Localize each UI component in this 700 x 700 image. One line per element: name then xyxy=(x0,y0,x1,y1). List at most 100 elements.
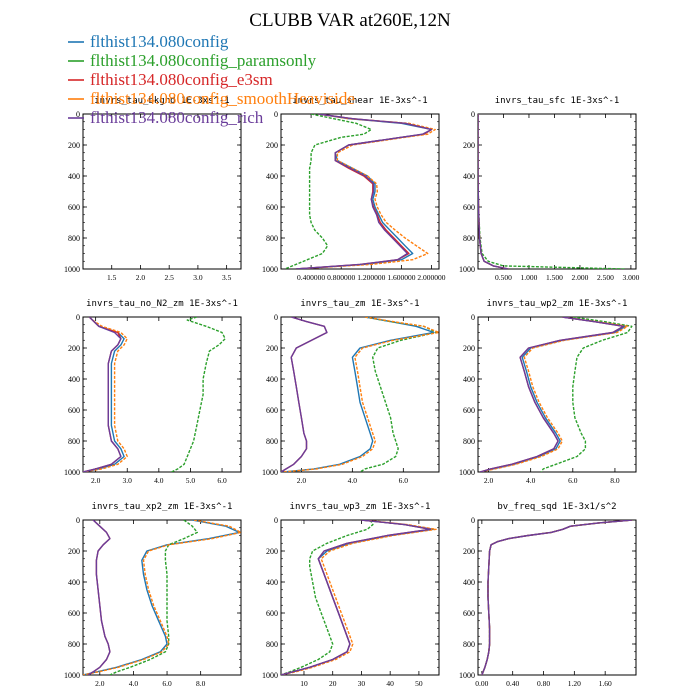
subplot-9: bv_freq_sqd 1E-3x1/s^2020040060080010000… xyxy=(459,502,637,688)
subplot-5: invrs_tau_zm 1E-3xs^-1 0 200 400 600 800 1000 2… xyxy=(262,299,440,485)
y-tick-label: 800 xyxy=(68,640,80,649)
y-tick-label: 1000 xyxy=(262,265,278,274)
y-tick-label: 800 xyxy=(266,640,278,649)
y-tick-label: 400 xyxy=(463,578,475,587)
y-tick-label: 800 xyxy=(68,437,80,446)
x-tick-label: 1.60 xyxy=(599,679,612,688)
subplot-title: invrs_tau_sfc 1E-3xs^-1 xyxy=(495,96,620,106)
plot-frame xyxy=(477,113,637,270)
series-line-5 xyxy=(478,114,509,269)
subplot-2: invrs_tau_shear 1E-3xs^-1 0 200 400 600 800 10… xyxy=(262,96,446,282)
y-tick-label: 600 xyxy=(463,406,475,415)
x-tick-label: 2.0 xyxy=(91,476,101,485)
series-line-5 xyxy=(295,114,433,269)
subplot-title: invrs_tau_xp2_zm 1E-3xs^-1 xyxy=(92,502,233,512)
y-tick-label: 600 xyxy=(266,203,278,212)
series-group xyxy=(83,317,226,472)
y-tick-label: 800 xyxy=(463,234,475,243)
x-tick-label: 30 xyxy=(358,679,366,688)
series-line-3 xyxy=(478,114,509,269)
series-line-2 xyxy=(478,114,626,269)
plot-frame xyxy=(82,316,242,473)
series-line-2 xyxy=(284,114,372,269)
subplot-3: invrs_tau_sfc 1E-3xs^-1 0 200 400 600 800 1000… xyxy=(459,96,640,282)
y-tick-label: 200 xyxy=(463,344,475,353)
x-tick-label: 2.000 xyxy=(571,273,588,282)
y-tick-label: 0 xyxy=(76,110,80,119)
x-tick-label: 1.200000 xyxy=(357,273,385,282)
x-tick-label: 20 xyxy=(329,679,337,688)
plot-frame xyxy=(477,519,637,676)
y-tick-label: 0 xyxy=(471,313,475,322)
series-group xyxy=(284,114,436,269)
y-tick-label: 1000 xyxy=(459,265,475,274)
x-tick-label: 2.000000 xyxy=(417,273,445,282)
x-tick-label: 4.0 xyxy=(154,476,164,485)
y-tick-label: 200 xyxy=(266,547,278,556)
x-tick-label: 3.5 xyxy=(222,273,232,282)
series-line-5 xyxy=(479,317,625,472)
y-tick-label: 200 xyxy=(68,547,80,556)
plot-frame xyxy=(280,519,440,676)
plot-frame xyxy=(477,316,637,473)
x-tick-label: 2.0 xyxy=(136,273,146,282)
series-group xyxy=(83,520,241,675)
y-tick-label: 400 xyxy=(266,578,278,587)
series-line-3 xyxy=(479,317,625,472)
x-tick-label: 2.5 xyxy=(164,273,174,282)
series-group xyxy=(281,520,437,675)
subplot-1: invrs_tau_bkgnd 1E-3xs^-1 0 200 400 600 800 10… xyxy=(64,96,242,282)
y-tick-label: 0 xyxy=(274,516,278,525)
y-tick-label: 200 xyxy=(463,141,475,150)
series-group xyxy=(478,114,626,269)
y-tick-label: 200 xyxy=(266,344,278,353)
series-line-1 xyxy=(283,317,435,472)
x-tick-label: 0.80 xyxy=(537,679,550,688)
x-tick-label: 5.0 xyxy=(186,476,196,485)
x-tick-label: 4.0 xyxy=(129,679,139,688)
y-tick-label: 0 xyxy=(471,516,475,525)
y-tick-label: 0 xyxy=(274,110,278,119)
series-line-2 xyxy=(109,520,199,675)
series-line-4 xyxy=(283,317,439,472)
series-line-2 xyxy=(540,317,633,472)
y-tick-label: 800 xyxy=(463,437,475,446)
legend-label: flthist134.080config xyxy=(90,32,229,51)
series-line-1 xyxy=(281,520,434,675)
x-tick-label: 3.000 xyxy=(622,273,639,282)
subplot-8: invrs_tau_wp3_zm 1E-3xs^-1 0 200 400 600 800 1… xyxy=(262,502,440,688)
x-tick-label: 1.20 xyxy=(568,679,581,688)
x-tick-label: 10 xyxy=(300,679,308,688)
y-tick-label: 400 xyxy=(463,375,475,384)
x-tick-label: 40 xyxy=(386,679,394,688)
series-line-5 xyxy=(481,520,633,675)
series-line-5 xyxy=(83,317,122,472)
y-tick-label: 400 xyxy=(68,375,80,384)
y-tick-label: 800 xyxy=(266,437,278,446)
series-line-2 xyxy=(171,317,226,472)
y-tick-label: 0 xyxy=(274,313,278,322)
series-line-4 xyxy=(281,520,437,675)
subplot-4: invrs_tau_no_N2_zm 1E-3xs^-1 0 200 400 600 80… xyxy=(64,299,242,485)
x-tick-label: 6.0 xyxy=(568,476,578,485)
subplot-title: invrs_tau_zm 1E-3xs^-1 xyxy=(300,299,419,309)
y-tick-label: 200 xyxy=(68,141,80,150)
x-tick-label: 0.800000 xyxy=(327,273,355,282)
y-tick-label: 800 xyxy=(266,234,278,243)
panels-layer: invrs_tau_bkgnd 1E-3xs^-1020040060080010… xyxy=(64,96,640,688)
subplot-title: invrs_tau_no_N2_zm 1E-3xs^-1 xyxy=(86,299,238,309)
x-tick-label: 0.500 xyxy=(495,273,512,282)
y-tick-label: 1000 xyxy=(64,468,80,477)
series-line-3 xyxy=(295,114,433,269)
legend-label: flthist134.080config_e3sm xyxy=(90,70,273,89)
y-tick-label: 800 xyxy=(68,234,80,243)
legend-label: flthist134.080config_smoothHeaviside xyxy=(90,89,355,108)
y-tick-label: 400 xyxy=(463,172,475,181)
x-tick-label: 0.400000 xyxy=(297,273,325,282)
y-tick-label: 600 xyxy=(68,203,80,212)
plot-frame xyxy=(280,316,440,473)
x-tick-label: 1.500 xyxy=(546,273,563,282)
series-line-5 xyxy=(281,520,432,675)
subplot-title: invrs_tau_wp3_zm 1E-3xs^-1 xyxy=(290,502,431,512)
y-tick-label: 1000 xyxy=(459,468,475,477)
